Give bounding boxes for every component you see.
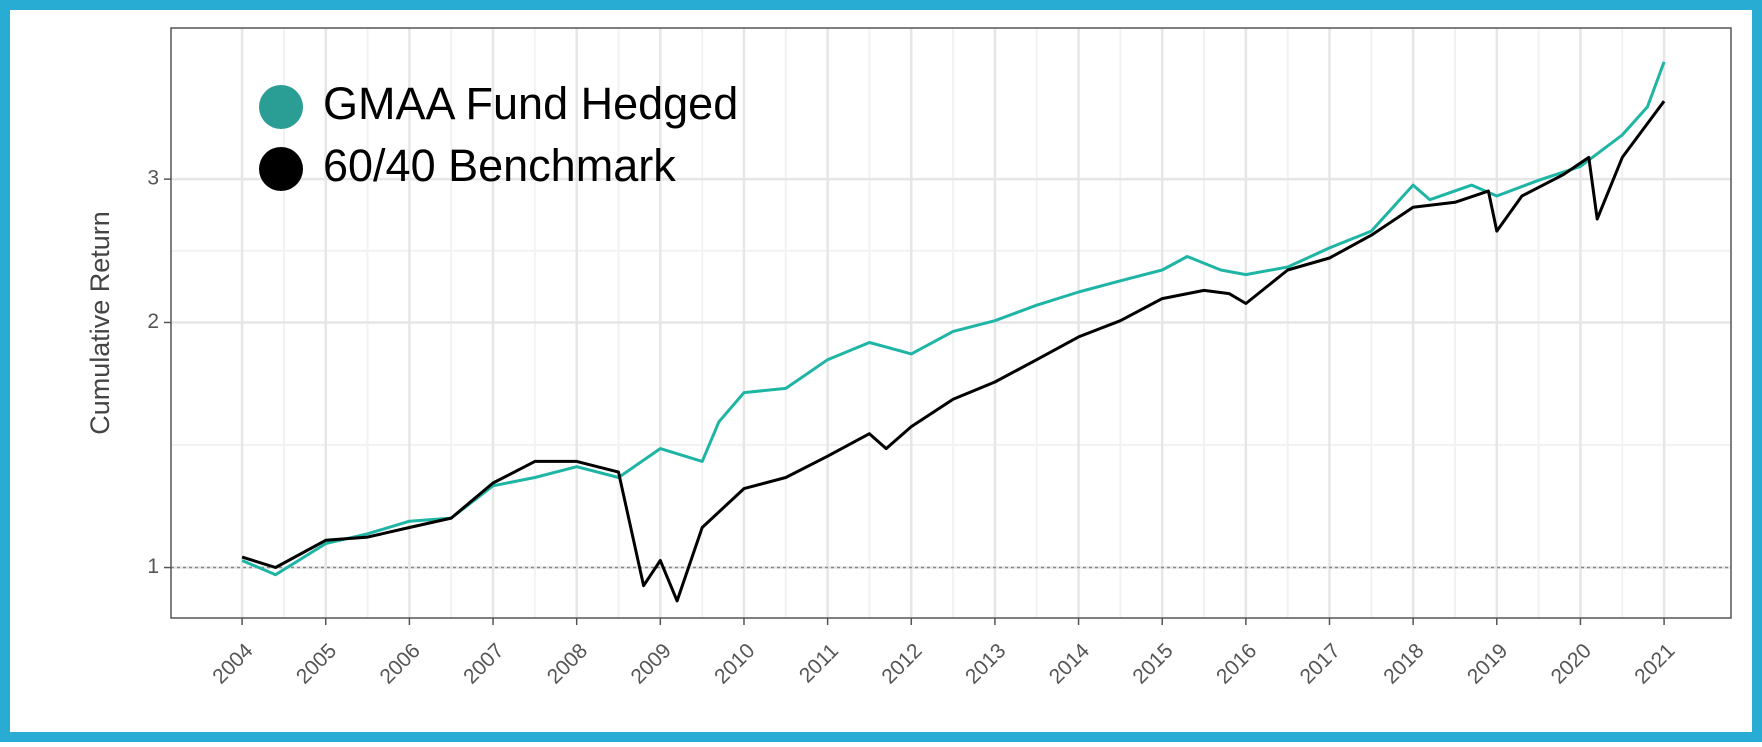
y-axis-label: Cumulative Return <box>85 211 115 435</box>
legend-marker <box>259 85 303 129</box>
legend-label: 60/40 Benchmark <box>323 140 676 191</box>
legend-label: GMAA Fund Hedged <box>323 78 738 129</box>
legend: GMAA Fund Hedged 60/40 Benchmark <box>259 78 738 191</box>
legend-marker <box>259 147 303 191</box>
series-line <box>241 100 1666 603</box>
y-tick-label: 1 <box>147 555 159 578</box>
series-line <box>241 61 1666 577</box>
marks <box>171 61 1731 603</box>
y-tick-label: 2 <box>147 310 159 333</box>
y-tick-label: 3 <box>147 167 159 190</box>
